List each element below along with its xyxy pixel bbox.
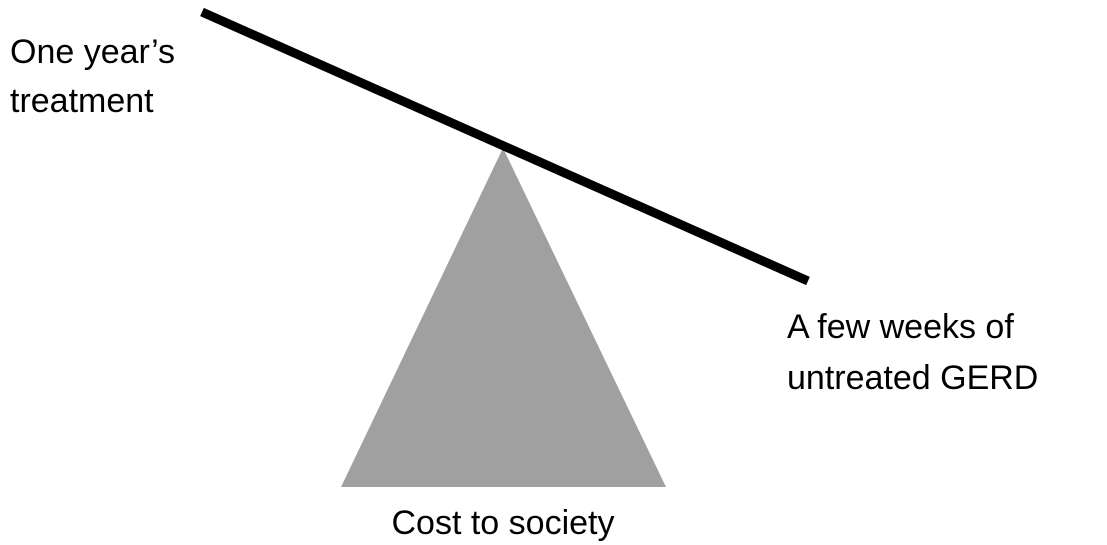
right-label-line: untreated GERD xyxy=(787,359,1038,397)
fulcrum xyxy=(341,148,666,487)
left-label-line: treatment xyxy=(10,82,154,120)
right-label-line: A few weeks of xyxy=(787,308,1014,346)
fulcrum-label: Cost to society xyxy=(392,504,615,542)
left-label-line: One year’s xyxy=(10,33,175,71)
lever-beam xyxy=(200,7,810,286)
